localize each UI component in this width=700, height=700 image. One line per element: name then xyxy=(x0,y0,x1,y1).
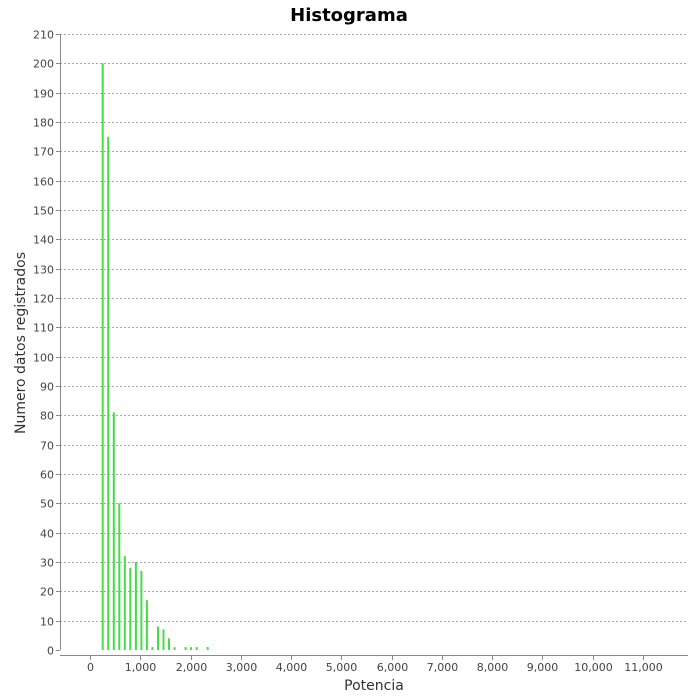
histogram-bar xyxy=(107,136,110,650)
bars xyxy=(101,63,209,651)
y-tick-label: 0 xyxy=(47,645,54,658)
histogram-bar xyxy=(157,626,159,650)
x-axis-ticks: 0 1,000 2,000 3,000 4,000 5,000 6,000 7,000 8,00… xyxy=(87,655,663,674)
x-tick-label: 10,000 xyxy=(574,661,613,674)
y-tick-label: 110 xyxy=(33,322,54,335)
histogram-bar xyxy=(173,647,176,650)
y-tick-label: 190 xyxy=(33,88,54,101)
x-axis-label: Potencia xyxy=(344,678,404,694)
y-tick-label: 50 xyxy=(40,498,54,511)
x-tick-label: 7,000 xyxy=(427,661,459,674)
histogram-bar xyxy=(118,503,121,650)
y-tick-label: 80 xyxy=(40,410,54,423)
y-axis-label: Numero datos registrados xyxy=(13,252,29,434)
y-tick-label: 150 xyxy=(33,205,54,218)
y-tick-label: 120 xyxy=(33,293,54,306)
y-tick-label: 200 xyxy=(33,58,54,71)
y-tick-label: 40 xyxy=(40,528,54,541)
histogram-bar xyxy=(123,556,126,650)
histogram-bar xyxy=(195,647,198,650)
x-tick-label: 0 xyxy=(87,661,94,674)
y-tick-label: 180 xyxy=(33,117,54,130)
y-tick-label: 30 xyxy=(40,557,54,570)
x-tick-label: 11,000 xyxy=(624,661,663,674)
histogram-bar xyxy=(184,647,187,650)
gridlines xyxy=(60,34,688,622)
x-tick-label: 4,000 xyxy=(276,661,308,674)
histogram-bar xyxy=(162,629,165,650)
y-tick-label: 20 xyxy=(40,586,54,599)
histogram-bar xyxy=(190,647,193,650)
y-tick-label: 210 xyxy=(33,29,54,42)
histogram-bar xyxy=(112,412,115,650)
histogram-bar xyxy=(145,600,148,650)
y-tick-label: 60 xyxy=(40,469,54,482)
y-tick-label: 160 xyxy=(33,176,54,189)
axes xyxy=(60,34,688,656)
y-tick-label: 70 xyxy=(40,440,54,453)
x-tick-label: 1,000 xyxy=(125,661,157,674)
y-tick-label: 130 xyxy=(33,264,54,277)
histogram-bar xyxy=(168,638,170,650)
histogram-bar xyxy=(206,647,209,650)
x-tick-label: 5,000 xyxy=(326,661,358,674)
x-tick-label: 3,000 xyxy=(226,661,258,674)
histogram-bar xyxy=(101,63,104,651)
y-tick-label: 170 xyxy=(33,146,54,159)
y-tick-label: 10 xyxy=(40,616,54,629)
x-tick-label: 9,000 xyxy=(527,661,559,674)
x-tick-label: 6,000 xyxy=(377,661,409,674)
chart-title: Histograma xyxy=(290,5,408,26)
histogram-bar xyxy=(134,562,137,650)
x-tick-label: 8,000 xyxy=(477,661,509,674)
histogram-bar xyxy=(140,570,143,650)
x-tick-label: 2,000 xyxy=(176,661,208,674)
y-tick-label: 100 xyxy=(33,352,54,365)
y-tick-label: 90 xyxy=(40,381,54,394)
y-axis-ticks: 0 10 20 30 40 50 60 70 80 90 100 110 120 130 140 150 160… xyxy=(33,29,60,658)
y-tick-label: 140 xyxy=(33,234,54,247)
histogram-bar xyxy=(151,647,154,650)
histogram-bar xyxy=(129,567,132,650)
